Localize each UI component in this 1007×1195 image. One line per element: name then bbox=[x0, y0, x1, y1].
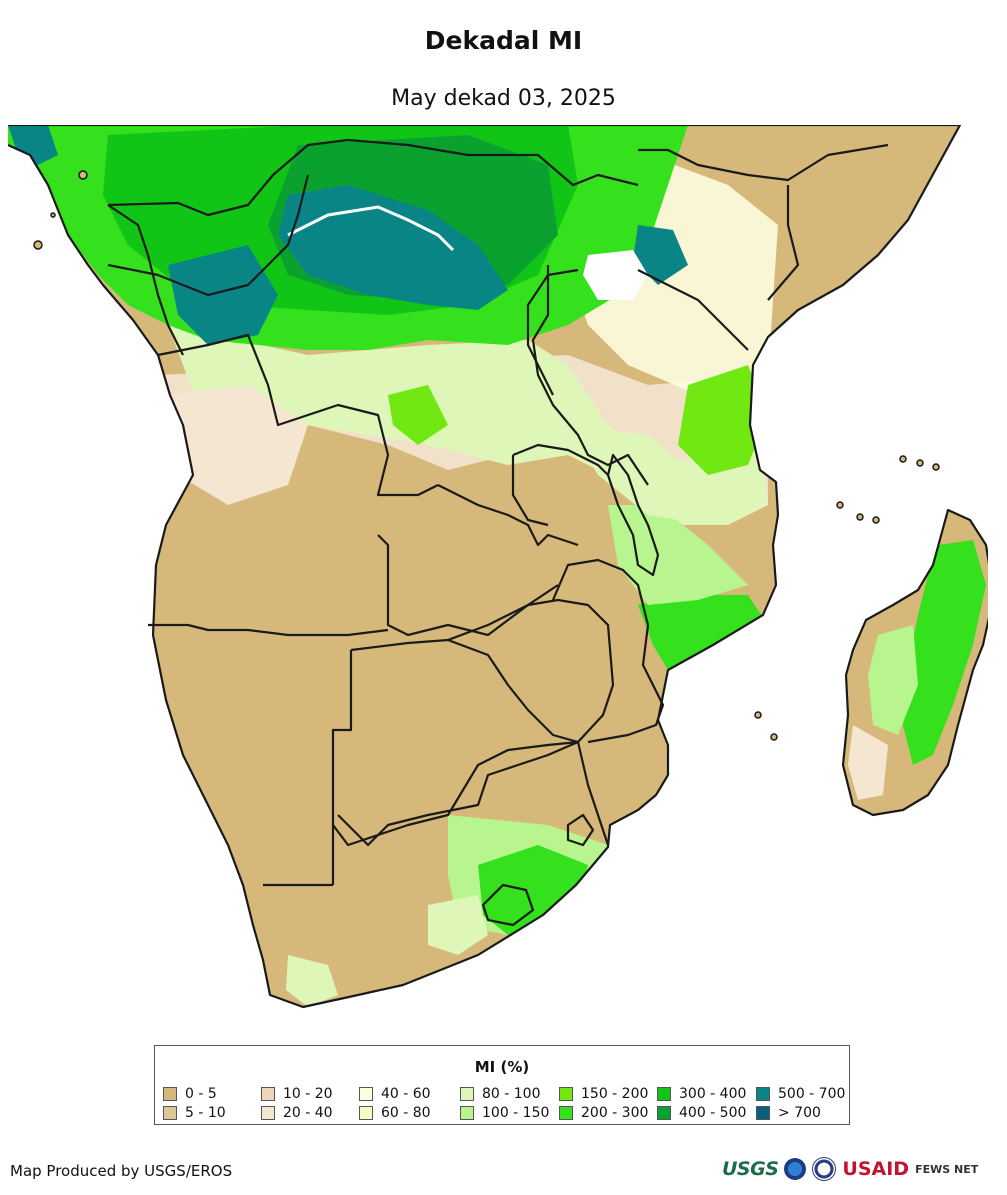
legend-swatch bbox=[261, 1105, 275, 1120]
legend-item: 20 - 40 bbox=[261, 1103, 359, 1122]
legend-title: MI (%) bbox=[474, 1058, 530, 1076]
legend: MI (%) 0 - 5 5 - 10 10 - 20 20 - 40 40 - 60 6… bbox=[154, 1045, 850, 1125]
zone-madagascar-light bbox=[868, 625, 918, 735]
legend-label: 0 - 5 bbox=[185, 1085, 217, 1102]
legend-label: 5 - 10 bbox=[185, 1104, 226, 1121]
zone-cape-light bbox=[286, 955, 338, 1007]
zone-mozambique-light bbox=[608, 505, 748, 605]
legend-item: 0 - 5 bbox=[163, 1084, 261, 1103]
zone-madagascar-green bbox=[903, 540, 986, 765]
fews-net-logo: FEWS NET bbox=[915, 1162, 979, 1176]
legend-label: 400 - 500 bbox=[679, 1104, 747, 1121]
legend-item: 400 - 500 bbox=[657, 1103, 756, 1122]
legend-swatch bbox=[359, 1086, 373, 1101]
credit-text: Map Produced by USGS/EROS bbox=[10, 1162, 233, 1180]
legend-label: 200 - 300 bbox=[581, 1104, 649, 1121]
legend-item: 5 - 10 bbox=[163, 1103, 261, 1122]
dos-seal-logo bbox=[812, 1157, 837, 1181]
legend-label: 500 - 700 bbox=[778, 1085, 846, 1102]
legend-item: 100 - 150 bbox=[460, 1103, 559, 1122]
map-southern-africa bbox=[8, 125, 988, 1009]
zone-teal-east bbox=[633, 225, 688, 285]
usaid-logo: USAID bbox=[842, 1158, 910, 1180]
legend-label: 150 - 200 bbox=[581, 1085, 649, 1102]
legend-swatch bbox=[559, 1086, 573, 1101]
legend-item: 60 - 80 bbox=[359, 1103, 460, 1122]
legend-swatch bbox=[756, 1086, 770, 1101]
legend-item: 300 - 400 bbox=[657, 1084, 756, 1103]
legend-item: 40 - 60 bbox=[359, 1084, 460, 1103]
legend-swatch bbox=[163, 1105, 177, 1120]
zone-sa-pale bbox=[428, 895, 488, 955]
zone-madagascar-pale bbox=[848, 725, 888, 800]
legend-label: 40 - 60 bbox=[381, 1085, 431, 1102]
zone-teal bbox=[278, 185, 508, 310]
country-borders bbox=[8, 125, 988, 1009]
congo-river bbox=[287, 205, 455, 252]
zone-east-green bbox=[678, 365, 768, 475]
legend-label: 100 - 150 bbox=[482, 1104, 550, 1121]
zone-angola-pale bbox=[168, 385, 308, 505]
legend-swatch bbox=[460, 1105, 474, 1120]
legend-swatch bbox=[261, 1086, 275, 1101]
legend-swatch bbox=[756, 1105, 770, 1120]
small-islands bbox=[33, 170, 940, 741]
zone-teal-west bbox=[168, 245, 278, 345]
usgs-logo: USGS bbox=[722, 1158, 779, 1180]
legend-item: 150 - 200 bbox=[559, 1084, 657, 1103]
lake-victoria bbox=[583, 250, 648, 300]
legend-label: 20 - 40 bbox=[283, 1104, 333, 1121]
map-subtitle: May dekad 03, 2025 bbox=[391, 86, 616, 111]
logos-row: USGS USAID FEWS NET bbox=[722, 1157, 978, 1181]
legend-swatch bbox=[559, 1105, 573, 1120]
legend-item: 80 - 100 bbox=[460, 1084, 559, 1103]
zone-angola-green bbox=[388, 385, 448, 445]
legend-swatch bbox=[657, 1105, 671, 1120]
legend-swatch bbox=[359, 1105, 373, 1120]
legend-swatch bbox=[163, 1086, 177, 1101]
legend-swatch bbox=[657, 1086, 671, 1101]
noaa-logo bbox=[784, 1158, 807, 1180]
legend-label: 60 - 80 bbox=[381, 1104, 431, 1121]
legend-item: 10 - 20 bbox=[261, 1084, 359, 1103]
legend-grid: 0 - 5 5 - 10 10 - 20 20 - 40 40 - 60 60 - 80 8… bbox=[163, 1084, 856, 1122]
legend-label: 10 - 20 bbox=[283, 1085, 333, 1102]
zone-tanzania-light bbox=[568, 425, 708, 525]
legend-label: 80 - 100 bbox=[482, 1085, 541, 1102]
zone-mozambique-green bbox=[638, 595, 768, 670]
legend-label: > 700 bbox=[778, 1104, 821, 1121]
legend-item: > 700 bbox=[756, 1103, 856, 1122]
legend-label: 300 - 400 bbox=[679, 1085, 747, 1102]
legend-item: 500 - 700 bbox=[756, 1084, 856, 1103]
legend-swatch bbox=[460, 1086, 474, 1101]
legend-item: 200 - 300 bbox=[559, 1103, 657, 1122]
map-title: Dekadal MI bbox=[424, 26, 583, 55]
